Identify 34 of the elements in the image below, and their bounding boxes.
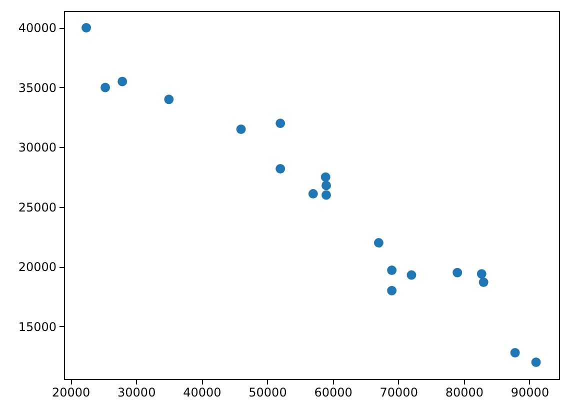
y-tick-label: 30000 bbox=[18, 140, 56, 155]
point bbox=[322, 180, 331, 190]
point bbox=[82, 22, 92, 32]
point bbox=[531, 358, 541, 368]
x-tick-label: 40000 bbox=[183, 386, 222, 400]
point bbox=[236, 124, 246, 134]
x-tick-label: 50000 bbox=[248, 386, 287, 400]
point bbox=[320, 172, 330, 182]
x-tick-label: 20000 bbox=[52, 386, 90, 400]
x-tick-label: 80000 bbox=[445, 386, 484, 400]
y-tick-label: 40000 bbox=[18, 21, 56, 36]
y-tick-label: 15000 bbox=[18, 320, 56, 334]
x-tick-label: 30000 bbox=[118, 386, 156, 400]
point bbox=[452, 268, 462, 278]
point bbox=[164, 94, 174, 104]
point bbox=[387, 286, 397, 296]
point bbox=[387, 266, 397, 276]
point bbox=[308, 189, 318, 199]
point bbox=[100, 82, 110, 92]
point bbox=[118, 76, 128, 86]
x-tick-label: 60000 bbox=[314, 386, 352, 400]
point bbox=[510, 348, 520, 358]
point bbox=[276, 118, 286, 128]
x-tick-label: 90000 bbox=[510, 386, 550, 400]
point bbox=[276, 164, 286, 174]
y-tick-label: 35000 bbox=[18, 80, 56, 95]
point bbox=[406, 270, 416, 280]
point bbox=[374, 238, 384, 248]
y-tick-label: 20000 bbox=[18, 260, 56, 274]
y-tick-label: 25000 bbox=[18, 200, 56, 214]
x-tick-label: 70000 bbox=[380, 386, 418, 400]
point bbox=[476, 269, 486, 279]
point bbox=[322, 190, 331, 200]
point bbox=[478, 277, 488, 287]
